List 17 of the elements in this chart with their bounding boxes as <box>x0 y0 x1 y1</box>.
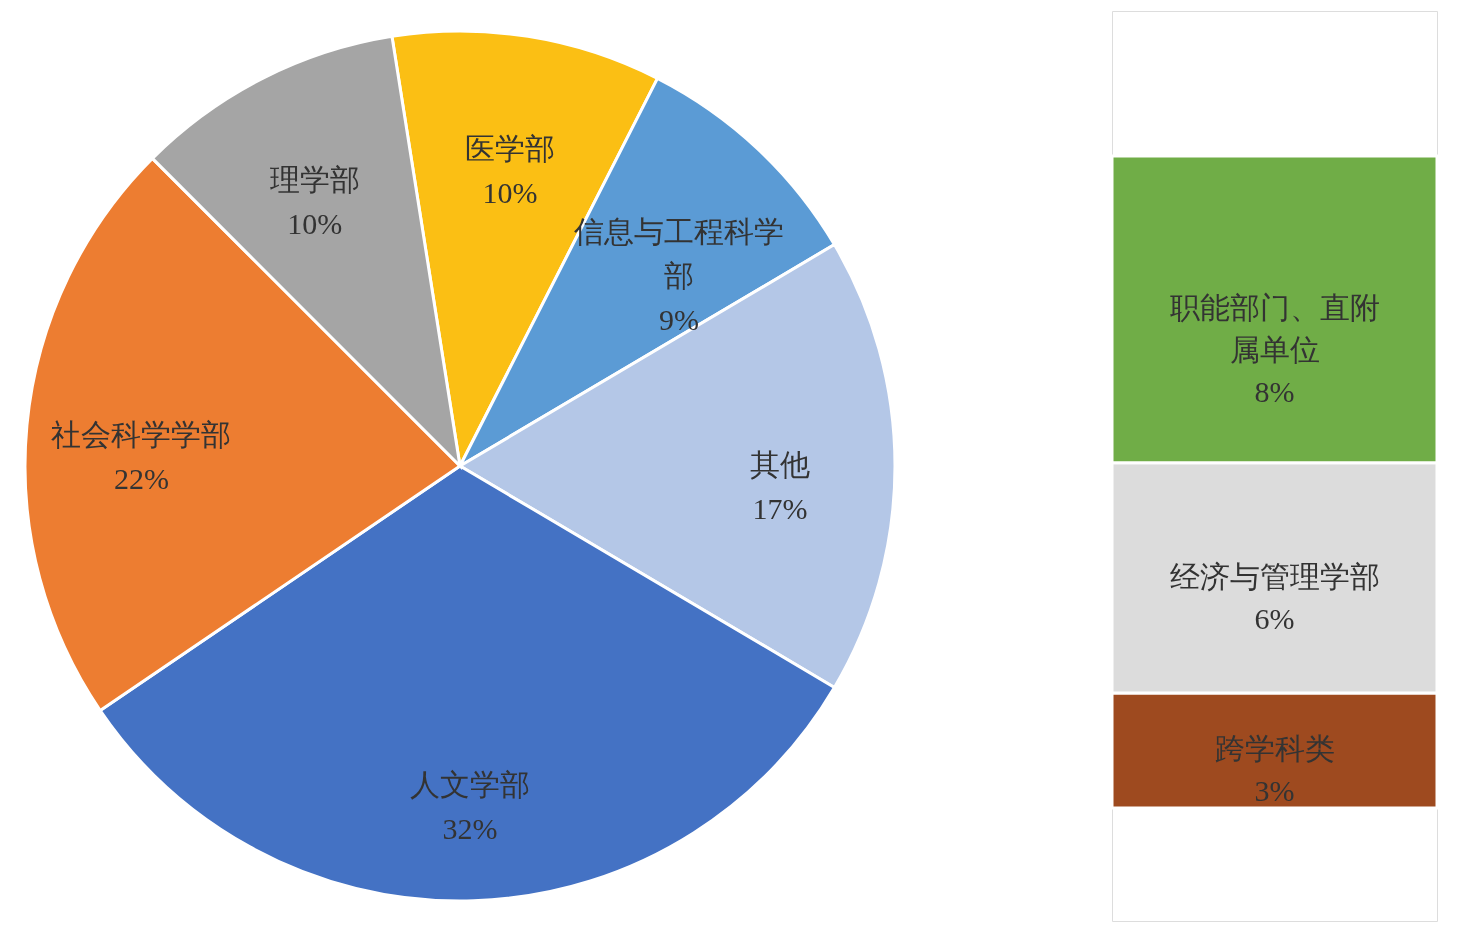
data-label: 8% <box>1254 375 1295 409</box>
data-label: 6% <box>1254 601 1295 635</box>
slice-label: 社会科学学部 <box>51 417 232 451</box>
data-label: 10% <box>482 175 538 209</box>
series-label: 职能部门、直附属单位 <box>1169 291 1380 367</box>
data-label: 17% <box>752 492 808 525</box>
slice-label: 医学部 <box>465 131 556 165</box>
slice-label: 人文学部 <box>410 767 531 801</box>
slice-label: 理学部 <box>269 162 360 196</box>
data-label: 10% <box>287 206 343 240</box>
series-label: 跨学科类 <box>1214 732 1335 766</box>
slice-label: 其他 <box>750 448 810 481</box>
data-label: 9% <box>659 302 700 336</box>
data-label: 32% <box>442 811 498 845</box>
data-label: 22% <box>113 461 169 495</box>
series-label: 经济与管理学部 <box>1169 559 1380 593</box>
data-label: 3% <box>1254 774 1295 808</box>
